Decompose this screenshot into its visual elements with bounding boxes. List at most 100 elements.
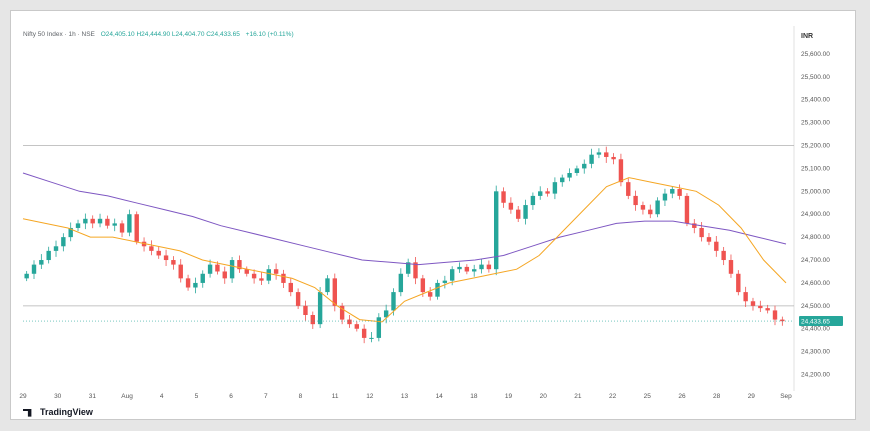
candle-body	[596, 152, 602, 155]
y-tick-label: 24,500.00	[801, 303, 830, 310]
candle-body	[317, 292, 323, 325]
candle-body	[552, 182, 558, 194]
candle-body	[699, 227, 704, 238]
candle-body	[391, 292, 396, 311]
moving-average-fast-line	[22, 177, 787, 323]
x-tick-label: 18	[470, 393, 478, 400]
candle-body	[134, 214, 139, 242]
candle-body	[90, 218, 95, 224]
candle-body	[611, 156, 616, 160]
x-tick-label: 21	[574, 393, 582, 400]
candle-body	[361, 328, 367, 338]
candle-body	[567, 173, 572, 178]
candle-body	[193, 282, 198, 288]
y-tick-label: 25,500.00	[801, 74, 830, 81]
candle-body	[46, 250, 51, 261]
candle-body	[105, 218, 110, 226]
candle-body	[457, 266, 462, 270]
last-price-box	[799, 316, 843, 327]
candle-body	[494, 191, 499, 270]
y-tick-label: 25,000.00	[801, 188, 830, 195]
y-tick-label: 25,300.00	[801, 120, 830, 127]
x-tick-label: 29	[19, 393, 27, 400]
candle-body	[670, 189, 675, 194]
y-tick-label: 24,900.00	[801, 211, 830, 218]
candle-body	[156, 250, 161, 256]
candle-body	[589, 154, 594, 164]
candle-body	[479, 264, 484, 270]
candle-body	[743, 292, 748, 302]
candle-body	[633, 195, 638, 206]
y-tick-label: 25,100.00	[801, 165, 830, 172]
logo-text: TradingView	[40, 407, 93, 417]
candle-body	[83, 218, 88, 224]
candle-body	[347, 319, 352, 325]
y-tick-label: 24,800.00	[801, 234, 830, 241]
y-tick-label: 25,600.00	[801, 51, 830, 58]
candle-body	[149, 246, 154, 251]
candle-body	[677, 189, 682, 196]
candle-body	[310, 315, 315, 325]
tradingview-logo-icon	[23, 408, 32, 417]
candle-body	[273, 269, 279, 274]
y-tick-label: 24,700.00	[801, 257, 830, 264]
tradingview-logo: TradingView	[23, 407, 93, 417]
candle-body	[750, 301, 756, 306]
candle-body	[369, 337, 374, 339]
candle-body	[721, 250, 726, 261]
candle-body	[251, 273, 257, 279]
candle-body	[684, 195, 690, 224]
candle-body	[560, 177, 565, 183]
candle-body	[442, 280, 448, 283]
candle-body	[31, 264, 37, 274]
x-tick-label: 4	[160, 393, 164, 400]
candle-body	[339, 305, 345, 320]
candle-body	[728, 260, 734, 274]
candle-body	[200, 273, 205, 283]
candle-body	[640, 205, 646, 210]
candle-body	[405, 262, 411, 274]
x-tick-label: 20	[540, 393, 548, 400]
candle-body	[75, 223, 81, 228]
last-price-label: 24,433.65	[801, 319, 830, 326]
x-tick-label: 26	[678, 393, 686, 400]
candle-body	[545, 191, 550, 194]
legend-symbol[interactable]: Nifty 50 Index · 1h · NSE	[23, 31, 95, 38]
x-tick-label: 28	[713, 393, 721, 400]
chart-panel[interactable]: Nifty 50 Index · 1h · NSE O24,405.10 H24…	[10, 10, 856, 420]
y-tick-label: 24,300.00	[801, 349, 830, 356]
x-tick-label: Aug	[121, 393, 133, 400]
candle-body	[618, 159, 624, 183]
candle-body	[222, 271, 227, 279]
candle-body	[435, 282, 440, 297]
candle-body	[530, 195, 536, 206]
y-tick-label: 25,400.00	[801, 97, 830, 104]
candle-body	[68, 227, 73, 238]
candle-body	[376, 317, 382, 338]
candle-body	[207, 264, 213, 274]
price-chart[interactable]: 25,600.00 25,500.00 25,400.00 25,300.00 25,2…	[11, 11, 856, 420]
candle-body	[449, 269, 455, 281]
y-tick-label: 24,400.00	[801, 326, 830, 333]
x-tick-label: 12	[366, 393, 374, 400]
x-tick-label: 5	[195, 393, 199, 400]
candle-body	[516, 209, 521, 219]
candle-body	[427, 292, 433, 297]
legend-change: +16.10 (+0.11%)	[245, 31, 294, 38]
candle-body	[501, 191, 506, 203]
candle-body	[662, 193, 668, 201]
x-tick-label: 22	[609, 393, 617, 400]
candle-body	[178, 264, 183, 279]
candle-body	[736, 273, 741, 293]
candle-body	[582, 163, 587, 169]
chart-legend: Nifty 50 Index · 1h · NSE O24,405.10 H24…	[23, 31, 294, 38]
candle-body	[780, 319, 785, 322]
candle-body	[295, 292, 301, 306]
candle-body	[266, 269, 271, 281]
x-tick-label: 31	[89, 393, 97, 400]
candle-body	[706, 237, 712, 242]
y-tick-label: 24,600.00	[801, 280, 830, 287]
candle-body	[112, 223, 117, 226]
x-tick-label: 11	[332, 393, 339, 400]
candle-body	[288, 282, 293, 293]
